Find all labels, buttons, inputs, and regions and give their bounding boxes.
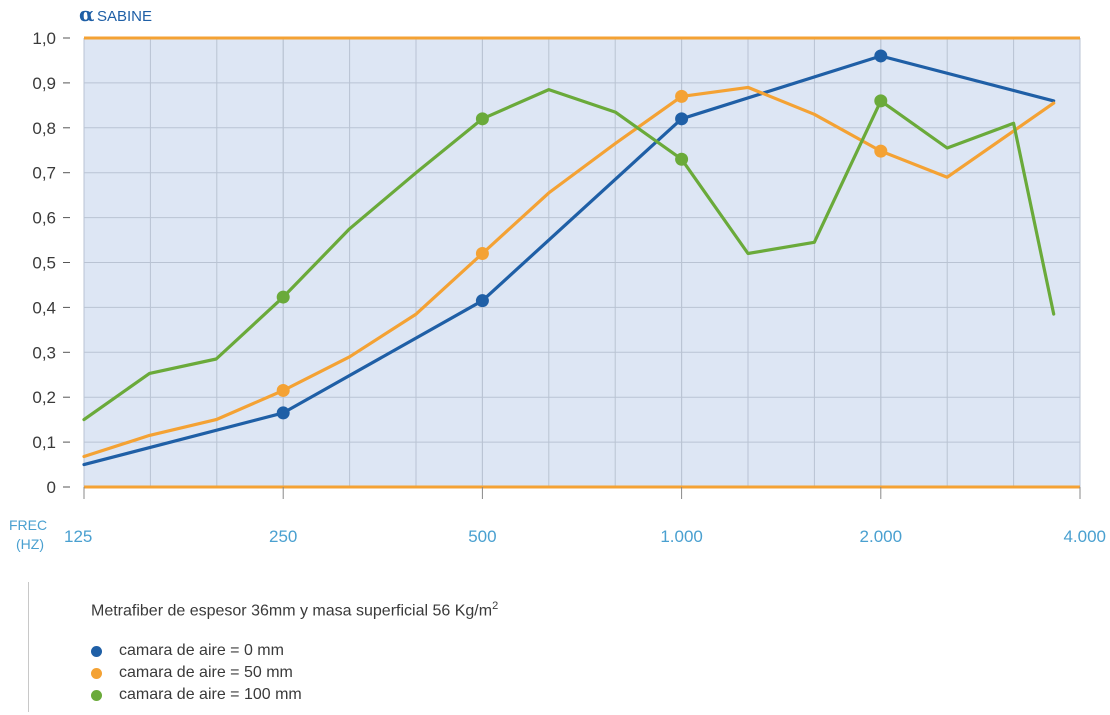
x-axis-label-line1: FREC	[9, 517, 47, 533]
data-point-0mm	[475, 294, 489, 308]
grid	[83, 38, 1081, 487]
data-point-50mm	[475, 247, 489, 261]
x-tick-label: 4.000	[1063, 527, 1106, 546]
legend-item-100mm: camara de aire = 100 mm	[91, 686, 302, 704]
x-tick-label: 125	[64, 527, 92, 546]
data-point-0mm	[675, 112, 689, 126]
y-tick-label: 0,2	[32, 388, 56, 407]
y-tick-label: 1,0	[32, 29, 56, 48]
data-point-100mm	[874, 94, 888, 108]
legend-dot-blue-icon	[91, 645, 102, 657]
data-point-100mm	[475, 112, 489, 126]
y-tick-label: 0,1	[32, 433, 56, 452]
axis-lines	[84, 36, 1080, 489]
series-lines	[82, 54, 1056, 467]
data-point-0mm	[276, 406, 290, 420]
x-tick-label: 250	[269, 527, 297, 546]
x-tick-label: 1.000	[660, 527, 703, 546]
y-tick-label: 0,5	[32, 254, 56, 273]
legend-item-label: camara de aire = 100 mm	[119, 686, 302, 703]
legend-title: Metrafiber de espesor 36mm y masa superf…	[91, 600, 498, 620]
y-tick-label: 0,9	[32, 74, 56, 93]
x-tick-label: 500	[468, 527, 496, 546]
data-point-50mm	[276, 383, 290, 397]
absorption-chart: 0 0,1 0,2 0,3 0,4 0,5 0,6 0,7 0,8 0,9 1,0 125 250 50…	[9, 2, 1106, 552]
data-point-100mm	[276, 290, 290, 304]
data-point-50mm	[675, 89, 689, 103]
legend-item-50mm: camara de aire = 50 mm	[91, 664, 293, 682]
x-axis-ticks: 125 250 500 1.000 2.000 4.000	[64, 487, 1106, 546]
data-point-100mm	[675, 152, 689, 166]
series-markers	[276, 49, 888, 420]
y-axis-symbol: α	[79, 2, 94, 26]
x-axis-label-line2: (HZ)	[16, 536, 44, 552]
legend-item-label: camara de aire = 0 mm	[119, 642, 284, 659]
y-tick-label: 0	[47, 478, 56, 497]
series-line-0mm	[82, 54, 1056, 467]
y-tick-label: 0,7	[32, 164, 56, 183]
y-axis-ticks: 0 0,1 0,2 0,3 0,4 0,5 0,6 0,7 0,8 0,9 1,0	[32, 29, 70, 497]
y-tick-label: 0,4	[32, 298, 56, 317]
legend-item-0mm: camara de aire = 0 mm	[91, 642, 284, 660]
legend-dot-green-icon	[91, 689, 102, 701]
y-tick-label: 0,8	[32, 119, 56, 138]
y-tick-label: 0,6	[32, 209, 56, 228]
y-tick-label: 0,3	[32, 343, 56, 362]
legend-item-label: camara de aire = 50 mm	[119, 664, 293, 681]
data-point-0mm	[874, 49, 888, 63]
data-point-50mm	[874, 144, 888, 158]
legend-title-superscript: 2	[492, 600, 499, 612]
y-axis-label: SABINE	[97, 8, 152, 25]
legend-title-text: Metrafiber de espesor 36mm y masa superf…	[91, 602, 493, 620]
legend: Metrafiber de espesor 36mm y masa superf…	[28, 582, 729, 712]
series-line-100mm	[82, 87, 1056, 422]
x-tick-label: 2.000	[860, 527, 903, 546]
series-line-50mm	[82, 85, 1056, 459]
legend-dot-orange-icon	[91, 667, 102, 679]
